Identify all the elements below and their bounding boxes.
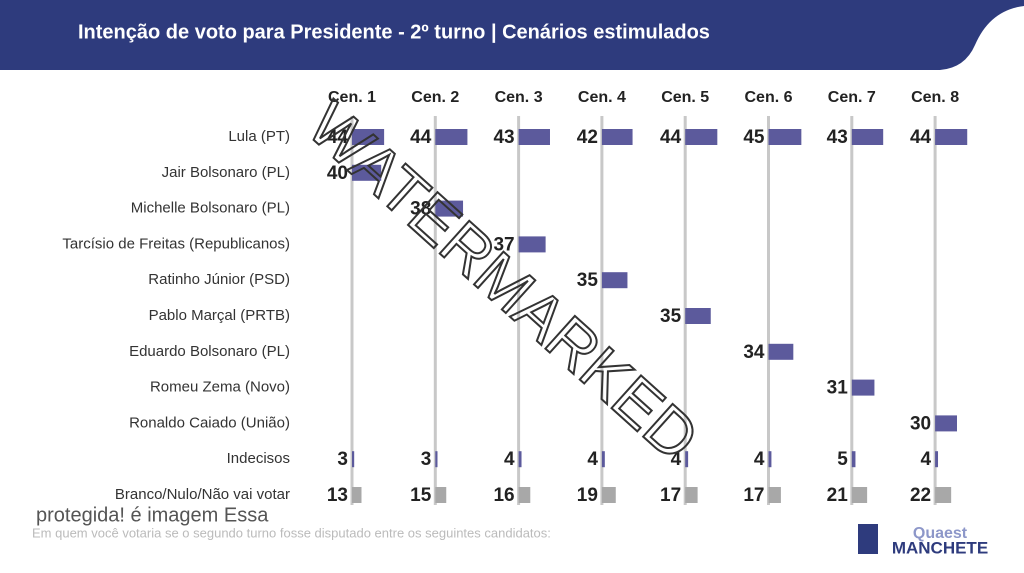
row-label: Romeu Zema (Novo) (150, 379, 290, 396)
bar (768, 129, 802, 145)
value-label: 17 (743, 485, 764, 506)
value-label: 43 (827, 127, 848, 148)
logo-manchete: MANCHETE (892, 538, 988, 557)
row-label: Lula (PT) (228, 128, 290, 145)
bar (768, 487, 781, 503)
value-label: 21 (827, 485, 849, 506)
value-label: 13 (327, 485, 348, 506)
bar (352, 129, 385, 145)
bar (601, 451, 605, 468)
value-label: 4 (504, 449, 515, 470)
bar (518, 451, 522, 468)
plot: Lula (PT) Jair Bolsonaro (PL) Michelle Bol… (62, 89, 968, 506)
row-label: Ronaldo Caiado (União) (129, 414, 290, 431)
bar (435, 129, 468, 145)
bar (851, 487, 868, 503)
value-label: 15 (410, 485, 432, 506)
value-label: 45 (743, 127, 765, 148)
bar (851, 129, 884, 145)
row-label: Indecisos (227, 450, 290, 467)
bar (935, 451, 939, 468)
value-label: 37 (493, 234, 514, 255)
bar (352, 164, 382, 181)
value-label: 44 (910, 127, 932, 148)
bar (685, 308, 711, 324)
column-header: Cen. 6 (744, 89, 792, 106)
row-label: Ratinho Júnior (PSD) (148, 271, 290, 288)
value-label: 43 (493, 127, 514, 148)
bar (935, 415, 957, 432)
value-label: 34 (743, 342, 765, 363)
value-label: 4 (921, 449, 932, 470)
value-label: 3 (421, 449, 432, 470)
value-label: 30 (910, 413, 931, 434)
bar (435, 451, 438, 468)
value-label: 17 (660, 485, 681, 506)
bar (601, 272, 628, 289)
value-label: 35 (660, 306, 682, 327)
header-band (0, 0, 1024, 70)
row-label: Branco/Nulo/Não vai votar (115, 486, 290, 503)
value-label: 40 (327, 163, 348, 184)
value-label: 4 (671, 449, 682, 470)
bar (352, 451, 355, 468)
bar (935, 487, 952, 503)
value-label: 38 (410, 199, 431, 220)
column-header: Cen. 4 (578, 89, 626, 106)
bar (601, 487, 616, 503)
bar (935, 129, 968, 145)
bar (851, 451, 856, 468)
chart-title: Intenção de voto para Presidente - 2º tu… (78, 21, 710, 43)
bar (518, 487, 531, 503)
bar (435, 487, 447, 503)
value-label: 19 (577, 485, 598, 506)
row-label: Pablo Marçal (PRTB) (149, 307, 290, 324)
bar (685, 487, 698, 503)
bar (768, 343, 794, 360)
row-label: Michelle Bolsonaro (PL) (131, 200, 290, 217)
bar (518, 236, 546, 253)
bar (518, 129, 550, 145)
value-label: 44 (410, 127, 432, 148)
footnote: Em quem você votaria se o segundo turno … (32, 525, 551, 540)
logo-mark (858, 524, 878, 554)
column-header: Cen. 2 (411, 89, 459, 106)
bar (685, 129, 718, 145)
value-label: 35 (577, 270, 599, 291)
value-label: 22 (910, 485, 931, 506)
value-label: 42 (577, 127, 598, 148)
column-header: Cen. 1 (328, 89, 376, 106)
bar (851, 379, 875, 396)
overlay-text: protegida! é imagem Essa (36, 504, 269, 526)
column-header: Cen. 8 (911, 89, 959, 106)
value-label: 4 (754, 449, 765, 470)
logo-quaest: Quaest (913, 525, 968, 542)
column-header: Cen. 5 (661, 89, 709, 106)
value-label: 4 (587, 449, 598, 470)
value-label: 31 (827, 378, 849, 399)
column-header: Cen. 7 (828, 89, 876, 106)
row-label: Eduardo Bolsonaro (PL) (129, 343, 290, 360)
value-label: 5 (837, 449, 848, 470)
bar (685, 451, 689, 468)
row-label: Jair Bolsonaro (PL) (162, 164, 290, 181)
value-label: 3 (337, 449, 348, 470)
row-label: Tarcísio de Freitas (Republicanos) (62, 235, 290, 252)
value-label: 44 (660, 127, 682, 148)
bar (601, 129, 633, 145)
bar (435, 200, 464, 217)
column-header: Cen. 3 (495, 89, 543, 106)
value-label: 44 (327, 127, 349, 148)
bar (768, 451, 772, 468)
value-label: 16 (493, 485, 514, 506)
bar (352, 487, 362, 503)
